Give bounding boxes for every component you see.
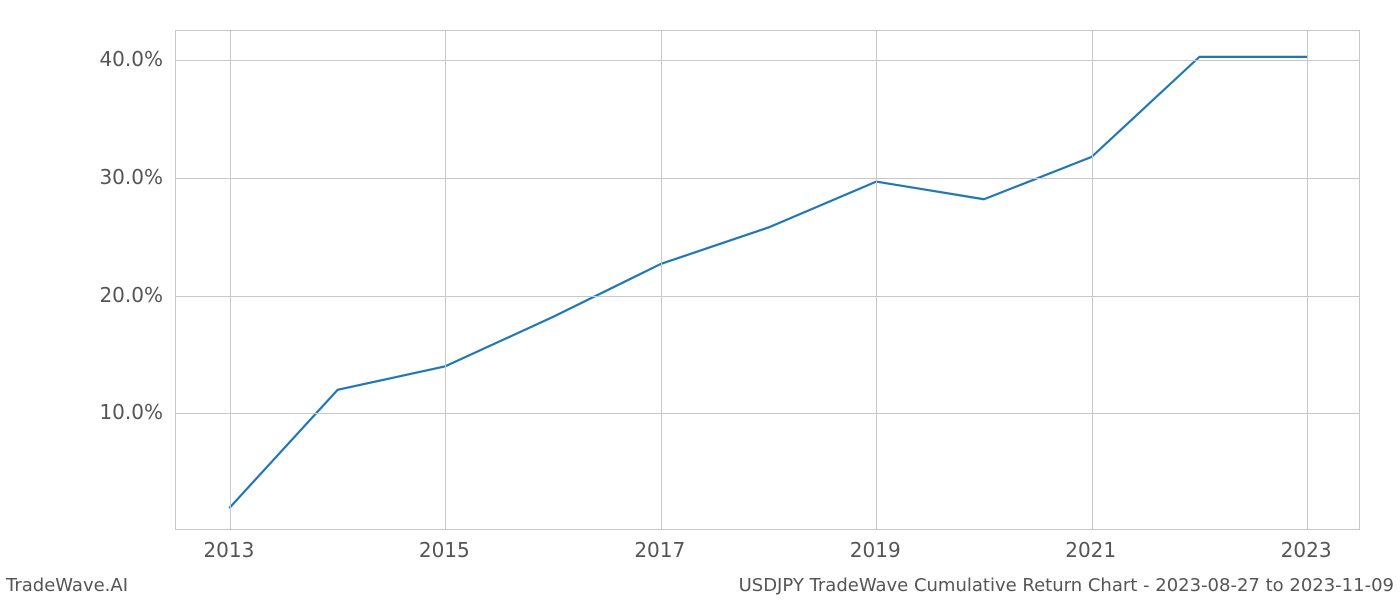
x-tick-label: 2019 [850,538,901,562]
x-grid-line [876,31,877,529]
y-grid-line [176,178,1359,179]
y-tick-label: 20.0% [99,283,163,307]
line-chart-svg [176,31,1361,531]
x-tick-label: 2013 [203,538,254,562]
y-tick-label: 30.0% [99,165,163,189]
chart-container: TradeWave.AI USDJPY TradeWave Cumulative… [0,0,1400,600]
x-grid-line [445,31,446,529]
x-grid-line [1307,31,1308,529]
x-tick-label: 2023 [1281,538,1332,562]
y-grid-line [176,413,1359,414]
x-grid-line [230,31,231,529]
y-grid-line [176,60,1359,61]
x-tick-label: 2021 [1065,538,1116,562]
return-line-series [230,57,1307,508]
x-tick-label: 2015 [419,538,470,562]
x-tick-label: 2017 [634,538,685,562]
plot-area [175,30,1360,530]
x-grid-line [1092,31,1093,529]
footer-chart-caption: USDJPY TradeWave Cumulative Return Chart… [739,575,1394,596]
y-tick-label: 40.0% [99,47,163,71]
y-tick-label: 10.0% [99,400,163,424]
x-grid-line [661,31,662,529]
footer-brand-label: TradeWave.AI [6,575,128,596]
y-grid-line [176,296,1359,297]
